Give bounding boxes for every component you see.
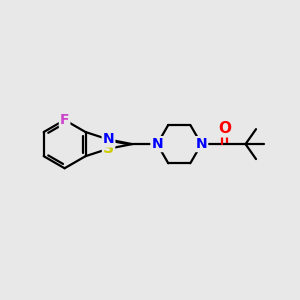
- Text: F: F: [60, 113, 69, 127]
- Text: N: N: [196, 137, 207, 151]
- Text: N: N: [103, 133, 114, 146]
- Text: N: N: [152, 137, 163, 151]
- Text: S: S: [103, 141, 114, 156]
- Text: O: O: [218, 121, 231, 136]
